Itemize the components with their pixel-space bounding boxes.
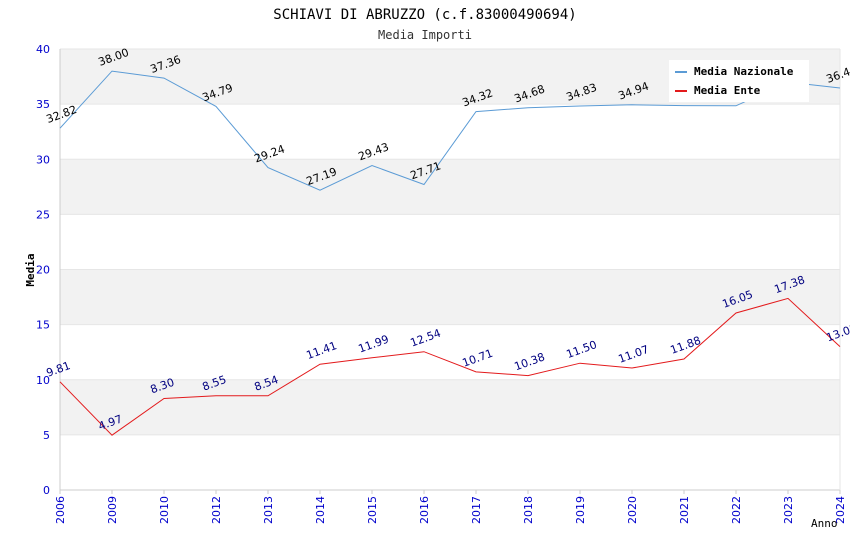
x-tick-label-2015: 2015 (366, 496, 379, 524)
background-band (60, 104, 840, 160)
background-band (60, 434, 840, 490)
y-tick-labels: 0 5 10 15 20 25 30 35 40 (36, 43, 50, 497)
x-tick-label-2010: 2010 (158, 496, 171, 524)
y-tick-label-40: 40 (36, 43, 50, 56)
chart-subtitle: Media Importi (378, 28, 472, 42)
x-tick-label-2024: 2024 (834, 496, 847, 524)
legend-label-nazionale: Media Nazionale (694, 65, 794, 78)
background-band (60, 269, 840, 325)
background-band (60, 324, 840, 380)
x-tick-label-2014: 2014 (314, 496, 327, 524)
background-band (60, 379, 840, 435)
x-tick-label-2009: 2009 (106, 496, 119, 524)
background-bands (60, 49, 840, 490)
x-tick-label-2013: 2013 (262, 496, 275, 524)
background-band (60, 214, 840, 270)
x-tick-label-2021: 2021 (678, 496, 691, 524)
x-tick-label-2012: 2012 (210, 496, 223, 524)
x-tick-label-2017: 2017 (470, 496, 483, 524)
y-axis-label: Media (24, 253, 37, 286)
y-tick-label-10: 10 (36, 374, 50, 387)
legend: Media Nazionale Media Ente (669, 60, 809, 102)
series-line-media-ente (59, 297, 841, 436)
y-tick-label-25: 25 (36, 208, 50, 221)
x-tick-label-2022: 2022 (730, 496, 743, 524)
legend-label-ente: Media Ente (694, 84, 761, 97)
x-tick-label-2019: 2019 (574, 496, 587, 524)
x-tick-label-2020: 2020 (626, 496, 639, 524)
x-tick-label-2023: 2023 (782, 496, 795, 524)
y-tick-label-15: 15 (36, 319, 50, 332)
y-tick-label-0: 0 (43, 484, 50, 497)
chart-title: SCHIAVI DI ABRUZZO (c.f.83000490694) (273, 7, 576, 23)
y-tick-label-20: 20 (36, 264, 50, 277)
x-axis-label: Anno (811, 517, 838, 530)
x-tick-label-2016: 2016 (418, 496, 431, 524)
axes (59, 49, 841, 491)
y-tick-label-5: 5 (43, 429, 50, 442)
series-lines (59, 70, 841, 436)
y-tick-label-35: 35 (36, 98, 50, 111)
x-tick-labels: 2006 2009 2010 2012 2013 2014 2015 2016 2017 2018… (54, 490, 847, 524)
legend-box (669, 60, 809, 102)
series-line-media-nazionale (59, 70, 841, 191)
y-tick-label-30: 30 (36, 153, 50, 166)
background-band (60, 159, 840, 215)
x-tick-label-2018: 2018 (522, 496, 535, 524)
x-tick-label-2006: 2006 (54, 496, 67, 524)
